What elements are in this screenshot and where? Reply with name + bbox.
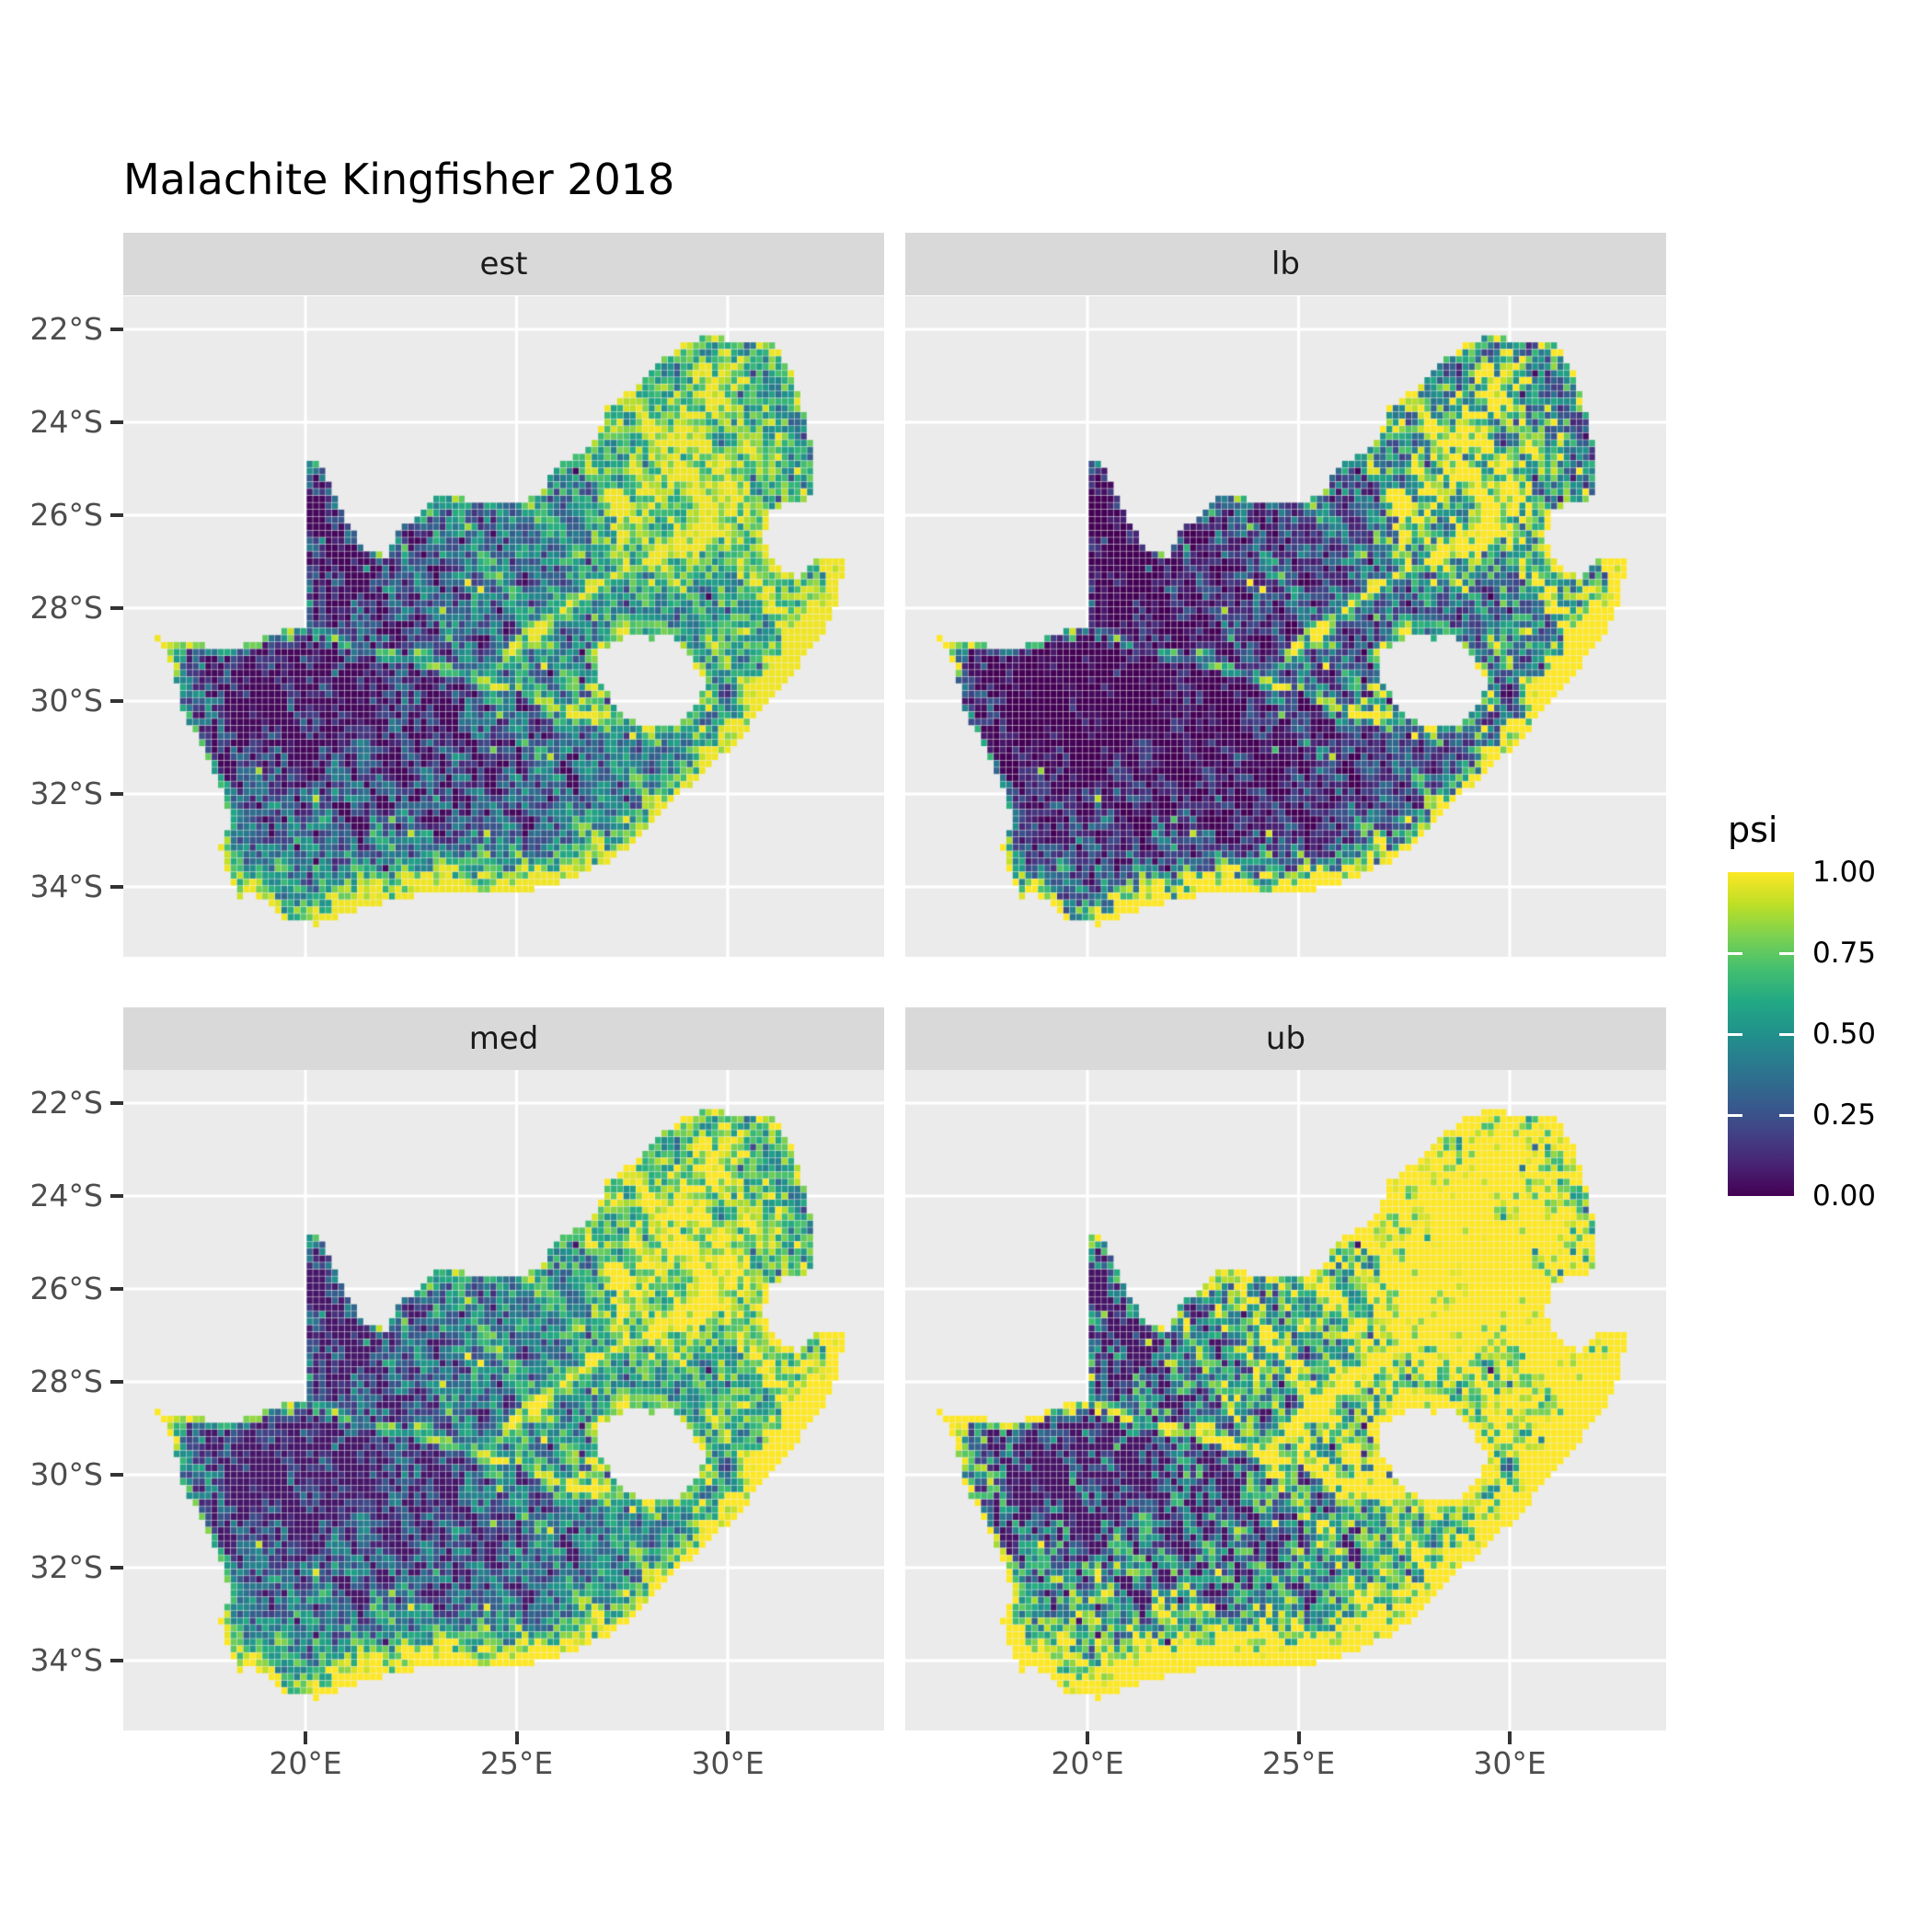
legend-tick-mark [1779, 951, 1794, 955]
x-tick-mark [1508, 1731, 1512, 1744]
legend-label: 0.25 [1812, 1098, 1877, 1132]
facet-strip-est: est [123, 233, 884, 295]
y-tick-label: 24°S [29, 1178, 103, 1213]
y-tick-label: 28°S [29, 590, 103, 626]
x-tick-label: 25°E [1261, 1745, 1336, 1781]
x-tick-label: 20°E [1051, 1745, 1124, 1781]
y-tick-label: 30°S [29, 683, 103, 719]
y-tick-label: 30°S [29, 1456, 103, 1492]
y-tick-label: 32°S [29, 776, 103, 811]
y-tick-label: 26°S [29, 1271, 103, 1306]
x-tick-label: 30°E [1473, 1745, 1547, 1781]
y-tick-mark [110, 792, 123, 796]
y-tick-mark [110, 1101, 123, 1105]
y-tick-mark [110, 1659, 123, 1662]
facet-strip-label: med [468, 1020, 539, 1057]
y-tick-label: 28°S [29, 1363, 103, 1399]
facet-strip-med: med [123, 1007, 884, 1070]
map-panel-lb [905, 296, 1666, 957]
y-tick-label: 34°S [29, 868, 103, 904]
y-tick-mark [110, 885, 123, 889]
x-tick-label: 30°E [691, 1745, 765, 1781]
map-panel-est [123, 296, 884, 957]
legend-label: 0.75 [1812, 937, 1877, 970]
legend-label: 0.00 [1812, 1179, 1877, 1213]
y-tick-mark [110, 1566, 123, 1570]
x-tick-label: 20°E [269, 1745, 342, 1781]
legend-tick-mark [1728, 1113, 1742, 1117]
x-tick-label: 25°E [479, 1745, 554, 1781]
y-tick-label: 34°S [29, 1642, 103, 1678]
y-tick-label: 22°S [29, 311, 103, 347]
y-tick-mark [110, 1380, 123, 1384]
x-tick-mark [1296, 1731, 1301, 1744]
y-tick-mark [110, 606, 123, 610]
y-tick-label: 26°S [29, 497, 103, 533]
x-tick-mark [304, 1731, 307, 1744]
y-tick-label: 22°S [29, 1085, 103, 1121]
x-tick-mark [514, 1731, 519, 1744]
map-panel-med [123, 1070, 884, 1731]
y-tick-label: 32°S [29, 1549, 103, 1585]
legend-title: psi [1728, 810, 1778, 850]
legend-tick-mark [1779, 1113, 1794, 1117]
legend-label: 0.50 [1812, 1018, 1877, 1051]
facet-strip-label: est [479, 246, 528, 282]
plot-title: Malachite Kingfisher 2018 [123, 155, 675, 204]
legend-tick-mark [1779, 1032, 1794, 1036]
y-tick-mark [110, 699, 123, 703]
y-tick-mark [110, 1194, 123, 1198]
legend-tick-mark [1728, 951, 1742, 955]
y-tick-mark [110, 1287, 123, 1291]
facet-strip-lb: lb [905, 233, 1666, 295]
y-tick-mark [110, 420, 123, 424]
x-tick-mark [726, 1731, 730, 1744]
legend-tick-mark [1728, 1032, 1742, 1036]
facet-strip-label: lb [1271, 246, 1301, 282]
x-tick-mark [1086, 1731, 1089, 1744]
map-panel-ub [905, 1070, 1666, 1731]
facet-strip-label: ub [1265, 1020, 1306, 1057]
y-tick-mark [110, 328, 123, 331]
y-tick-mark [110, 513, 123, 517]
y-tick-mark [110, 1473, 123, 1477]
y-tick-label: 24°S [29, 404, 103, 440]
legend-label: 1.00 [1812, 856, 1877, 889]
facet-strip-ub: ub [905, 1007, 1666, 1070]
